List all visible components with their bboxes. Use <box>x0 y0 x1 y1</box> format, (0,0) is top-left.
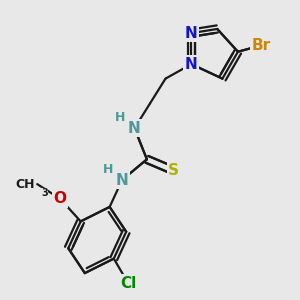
Text: H: H <box>102 163 113 176</box>
Text: N: N <box>185 26 198 40</box>
Text: CH: CH <box>16 178 35 190</box>
Text: Br: Br <box>251 38 270 53</box>
Text: N: N <box>185 57 198 72</box>
Text: H: H <box>115 111 125 124</box>
Text: O: O <box>53 191 67 206</box>
Text: S: S <box>168 163 179 178</box>
Text: N: N <box>116 172 128 188</box>
Text: N: N <box>128 121 141 136</box>
Text: Cl: Cl <box>120 276 136 291</box>
Text: 3: 3 <box>41 188 48 198</box>
